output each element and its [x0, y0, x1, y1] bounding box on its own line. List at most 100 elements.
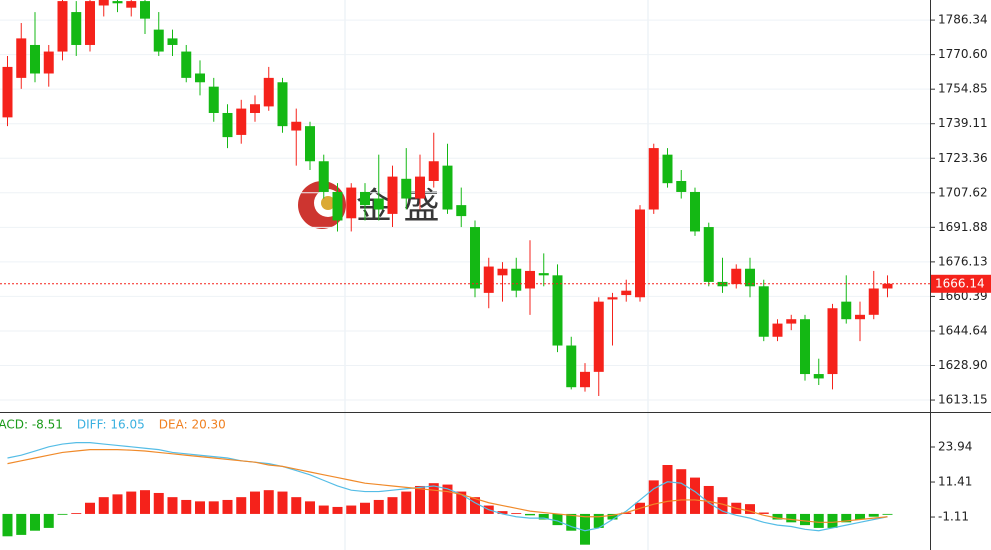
candle-body — [263, 77, 274, 107]
candle-body — [140, 1, 150, 19]
candle-body — [731, 268, 742, 285]
candle-body — [401, 178, 412, 199]
macd-bar — [813, 513, 824, 528]
macd-bar — [827, 513, 838, 528]
macd-bar — [346, 505, 357, 514]
candle-body — [690, 191, 700, 232]
macd-bar — [786, 513, 797, 523]
candle-body — [415, 176, 425, 199]
candle-body — [497, 268, 508, 276]
macd-bar — [415, 485, 425, 514]
y-tick-label: 1786.34 — [938, 13, 988, 27]
candle-body — [786, 319, 797, 324]
legend-entry: DEA: 20.30 — [159, 418, 226, 432]
y-tick-label: 1739.11 — [938, 116, 988, 130]
macd-bar — [442, 484, 453, 514]
macd-bar — [167, 497, 178, 514]
candle-body — [456, 205, 467, 217]
macd-bar — [566, 513, 577, 531]
candle-body — [662, 154, 673, 184]
macd-bar — [552, 513, 563, 526]
macd-bar — [868, 513, 879, 517]
macd-bar — [153, 492, 164, 514]
macd-bar — [373, 499, 384, 514]
candle-body — [71, 12, 82, 45]
candle-body — [772, 323, 783, 337]
candle-body — [882, 283, 893, 289]
macd-bar — [291, 497, 302, 514]
macd-bar — [71, 513, 82, 514]
macd-bar — [387, 497, 398, 514]
candle-body — [855, 314, 865, 320]
macd-line — [7, 449, 888, 523]
candle-body — [126, 1, 137, 8]
candle-body — [758, 286, 769, 337]
macd-bar — [43, 513, 54, 528]
macd-bar — [208, 501, 219, 514]
macd-bar — [222, 499, 233, 514]
candle-body — [318, 161, 329, 192]
macd-bar — [621, 512, 632, 514]
macd-line — [7, 442, 888, 532]
candle-body — [332, 191, 343, 221]
macd-bar — [85, 502, 95, 514]
macd-bar — [305, 501, 315, 514]
candle-body — [868, 288, 879, 315]
y-tick-label: -1.11 — [938, 510, 969, 524]
candle-body — [635, 209, 645, 298]
macd-bar — [360, 502, 370, 514]
macd-bar — [855, 513, 865, 520]
candle-body — [43, 51, 54, 74]
macd-bar — [140, 490, 150, 514]
macd-bar — [236, 497, 247, 514]
candle-body — [800, 319, 810, 375]
candle-body — [291, 121, 302, 131]
candle-body — [813, 374, 824, 379]
candle-body — [167, 38, 178, 45]
macd-bar — [277, 491, 288, 514]
y-tick-label: 1691.88 — [938, 220, 988, 234]
candle-body — [566, 345, 577, 388]
y-tick-label: 1613.15 — [938, 393, 988, 407]
candle-body — [250, 104, 260, 113]
y-tick-label: 1707.62 — [938, 185, 988, 199]
candle-body — [483, 266, 494, 293]
candle-body — [442, 165, 453, 210]
candle-body — [841, 301, 852, 320]
macd-bar — [800, 513, 810, 526]
candle-body — [621, 290, 632, 296]
legend-entry: MACD: -8.51 — [0, 418, 63, 432]
macd-bar — [332, 506, 343, 514]
candle-body — [538, 273, 549, 276]
macd-bar — [580, 513, 590, 545]
candle-body — [717, 281, 728, 287]
macd-bar — [57, 513, 68, 515]
candle-body — [552, 275, 563, 346]
candle-body — [676, 180, 687, 192]
y-tick-label: 1770.60 — [938, 47, 988, 61]
candle-body — [428, 161, 439, 181]
candle-body — [2, 66, 13, 118]
logo — [321, 196, 335, 210]
macd-bar — [2, 513, 13, 537]
candle-body — [360, 191, 370, 206]
macd-bar — [470, 497, 480, 514]
candle-body — [181, 51, 192, 78]
macd-bar — [703, 485, 714, 514]
candle-body — [112, 1, 123, 4]
macd-bar — [882, 513, 893, 515]
macd-bar — [511, 513, 522, 514]
candle-body — [195, 73, 205, 83]
candle-body — [580, 371, 590, 388]
macd-bar — [497, 511, 508, 514]
candle-body — [222, 112, 233, 138]
current-price-label: 1666.14 — [935, 276, 985, 290]
macd-bar — [126, 491, 137, 514]
macd-bar — [250, 491, 260, 514]
legend-entry: DIFF: 16.05 — [77, 418, 145, 432]
candle-body — [607, 297, 618, 300]
macd-bar — [717, 497, 728, 514]
macd-bar — [318, 505, 329, 514]
